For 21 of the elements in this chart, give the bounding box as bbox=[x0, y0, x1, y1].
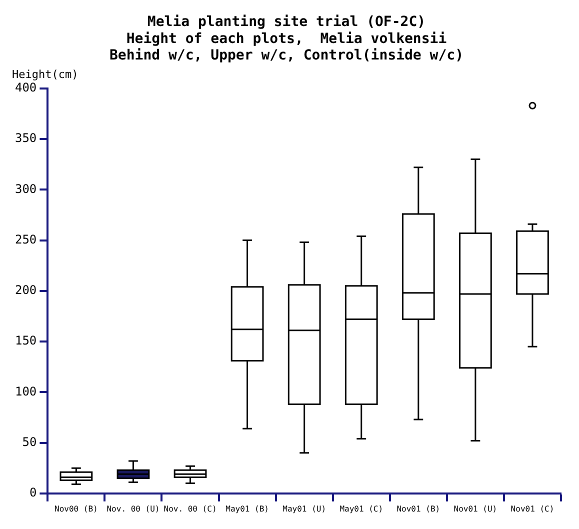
chart-subtitle: Height of each plots, Melia volkensii Behind w/c, Upper w/c, Control(inside w/c) bbox=[109, 30, 464, 64]
y-tick-label: 200 bbox=[14, 283, 37, 298]
x-tick-label: May01 (U) bbox=[282, 504, 326, 514]
y-tick-label: 100 bbox=[14, 384, 37, 398]
chart-title: Melia planting site trial (OF-2C) bbox=[147, 14, 426, 30]
y-tick-label: 50 bbox=[22, 434, 37, 449]
x-tick-label: Nov00 (B) bbox=[54, 504, 98, 514]
x-tick-label: Nov. 00 (U) bbox=[106, 504, 160, 514]
x-tick-label: Nov01 (B) bbox=[396, 504, 440, 514]
y-tick-label: 0 bbox=[29, 486, 37, 500]
x-tick-label: Nov. 00 (C) bbox=[164, 504, 217, 514]
x-tick-label: May01 (C) bbox=[340, 504, 384, 514]
x-tick-label: Nov01 (C) bbox=[510, 504, 554, 514]
y-tick-label: 350 bbox=[14, 131, 37, 146]
y-tick-label: 400 bbox=[14, 80, 37, 95]
y-tick-label: 150 bbox=[14, 334, 37, 348]
y-tick-label: 250 bbox=[14, 232, 37, 246]
x-tick-label: Nov01 (U) bbox=[454, 504, 498, 514]
x-tick-label: May01 (B) bbox=[226, 504, 269, 514]
y-axis-title: Height(cm) bbox=[12, 68, 78, 81]
y-tick-label: 300 bbox=[14, 182, 37, 196]
